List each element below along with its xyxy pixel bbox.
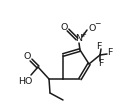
Text: +: + <box>80 32 86 38</box>
Text: F: F <box>96 41 102 51</box>
Text: N: N <box>76 33 82 43</box>
Text: F: F <box>107 47 113 56</box>
Text: O: O <box>60 22 68 32</box>
Text: HO: HO <box>18 77 32 85</box>
Text: −: − <box>94 20 100 28</box>
Text: F: F <box>98 58 104 68</box>
Text: O: O <box>88 24 96 33</box>
Text: O: O <box>23 51 31 60</box>
